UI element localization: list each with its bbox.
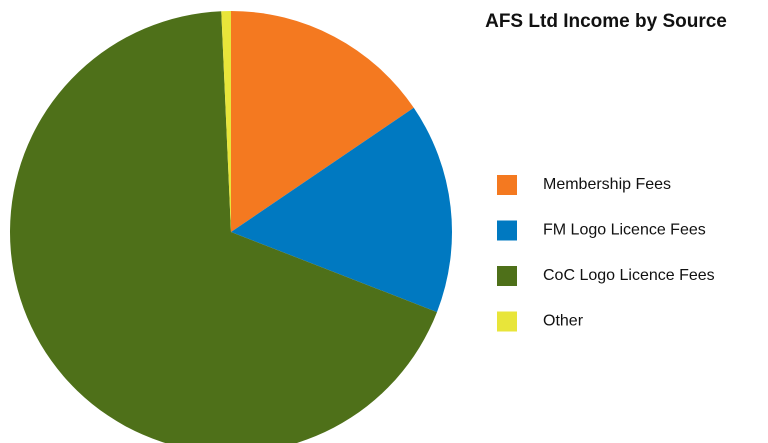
legend-label: Other: [543, 313, 584, 330]
legend-swatch: [497, 266, 517, 286]
pie-slice: [221, 11, 231, 232]
legend-swatch: [497, 220, 517, 241]
legend-label: FM Logo Licence Fees: [543, 222, 706, 239]
pie-slice: [231, 11, 414, 232]
pie-slice: [10, 11, 437, 443]
legend-swatch: [497, 311, 517, 332]
chart-title: AFS Ltd Income by Source: [485, 11, 727, 32]
pie-slice: [231, 107, 453, 313]
legend-swatch: [497, 175, 517, 195]
legend-label: Membership Fees: [543, 176, 671, 193]
legend-label: CoC Logo Licence Fees: [543, 267, 715, 284]
